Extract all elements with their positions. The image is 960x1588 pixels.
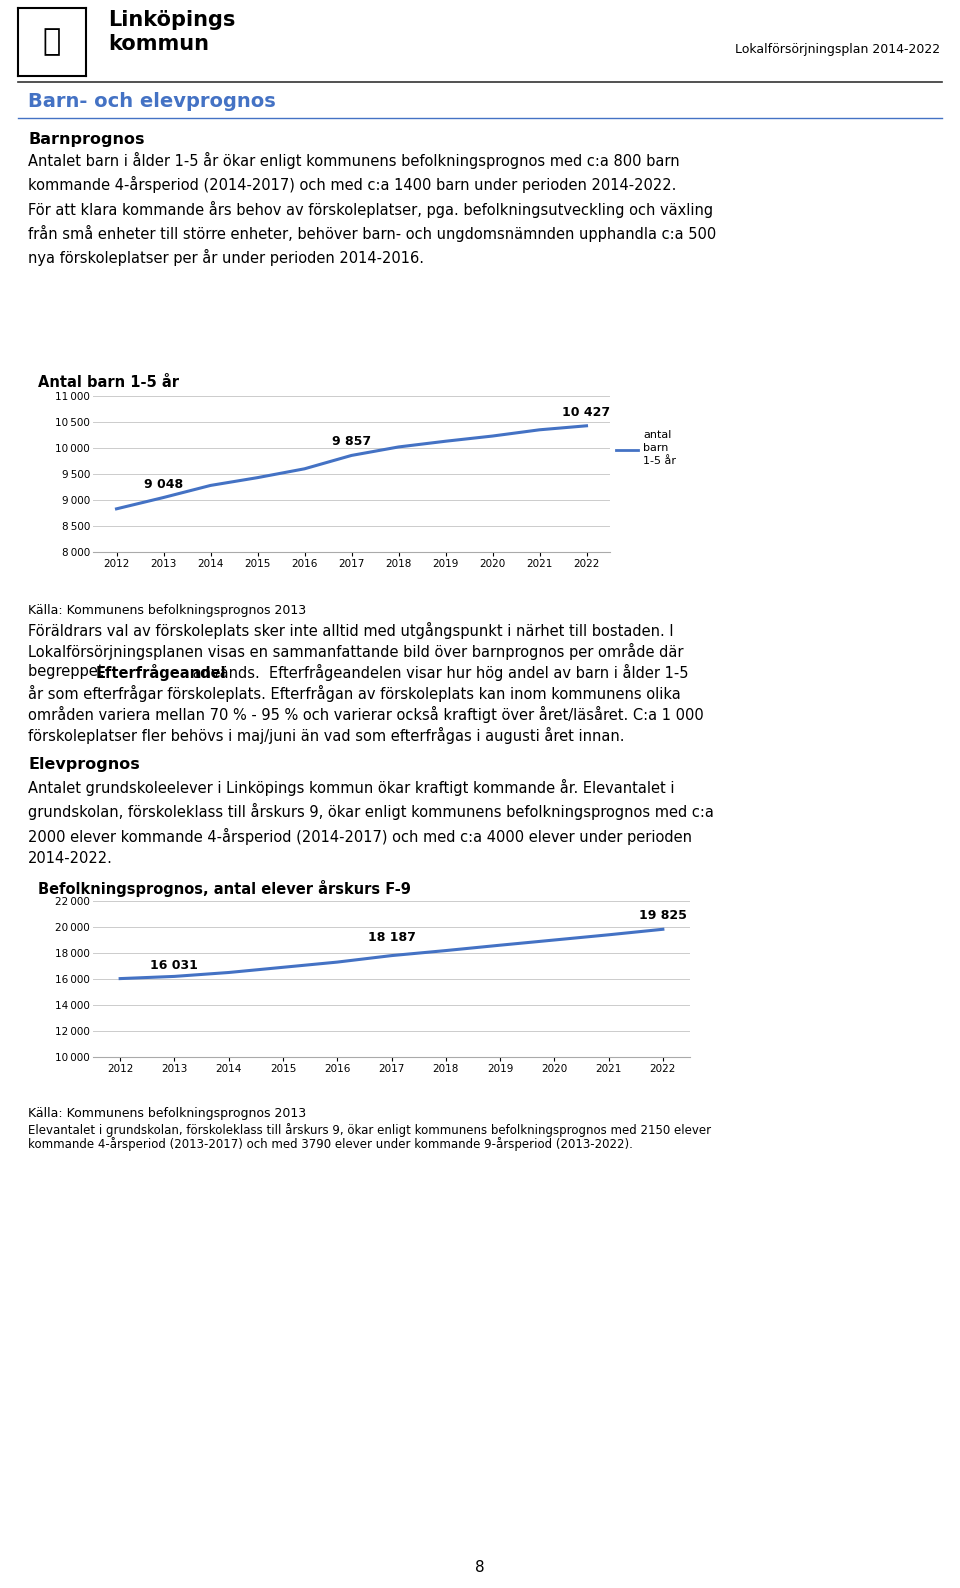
Text: Lokalförsörjningsplan 2014-2022: Lokalförsörjningsplan 2014-2022 [734,43,940,57]
Text: Elevprognos: Elevprognos [28,757,140,772]
Text: Barnprognos: Barnprognos [28,132,145,148]
Text: Barn- och elevprognos: Barn- och elevprognos [28,92,276,111]
Text: 9 048: 9 048 [144,478,183,491]
Text: 18 187: 18 187 [368,931,416,943]
Text: Elevantalet i grundskolan, förskoleklass till årskurs 9, ökar enligt kommunens b: Elevantalet i grundskolan, förskoleklass… [28,1123,711,1137]
Text: Föräldrars val av förskoleplats sker inte alltid med utgångspunkt i närhet till : Föräldrars val av förskoleplats sker int… [28,622,674,638]
Text: Antalet grundskoleelever i Linköpings kommun ökar kraftigt kommande år. Elevanta: Antalet grundskoleelever i Linköpings ko… [28,780,714,865]
Text: Källa: Kommunens befolkningsprognos 2013: Källa: Kommunens befolkningsprognos 2013 [28,1107,306,1120]
Text: kommande 4-årsperiod (2013-2017) och med 3790 elever under kommande 9-årsperiod : kommande 4-årsperiod (2013-2017) och med… [28,1137,633,1151]
Text: Lokalförsörjningsplanen visas en sammanfattande bild över barnprognos per område: Lokalförsörjningsplanen visas en sammanf… [28,643,684,661]
Text: år som efterfrågar förskoleplats. Efterfrågan av förskoleplats kan inom kommunen: år som efterfrågar förskoleplats. Efterf… [28,684,681,702]
Text: Befolkningsprognos, antal elever årskurs F-9: Befolkningsprognos, antal elever årskurs… [38,880,411,897]
Text: 19 825: 19 825 [639,910,686,923]
Text: används.  Efterfrågeandelen visar hur hög andel av barn i ålder 1-5: används. Efterfrågeandelen visar hur hög… [188,664,688,681]
Text: Efterfrågeandel: Efterfrågeandel [96,664,227,681]
Text: antal
barn
1-5 år: antal barn 1-5 år [643,430,676,465]
Text: 16 031: 16 031 [151,959,199,972]
Text: begreppet: begreppet [28,664,108,680]
Text: 9 857: 9 857 [332,435,372,448]
Text: Antal barn 1-5 år: Antal barn 1-5 år [38,375,180,389]
Text: förskoleplatser fler behövs i maj/juni än vad som efterfrågas i augusti året inn: förskoleplatser fler behövs i maj/juni ä… [28,727,625,745]
Text: 8: 8 [475,1561,485,1575]
Text: områden variera mellan 70 % - 95 % och varierar också kraftigt över året/läsåret: områden variera mellan 70 % - 95 % och v… [28,707,704,723]
Text: Antalet barn i ålder 1-5 år ökar enligt kommunens befolkningsprognos med c:a 800: Antalet barn i ålder 1-5 år ökar enligt … [28,152,716,267]
Text: 🦁: 🦁 [43,27,61,57]
Text: Linköpings
kommun: Linköpings kommun [108,10,235,54]
Text: 10 427: 10 427 [563,407,611,419]
Text: Källa: Kommunens befolkningsprognos 2013: Källa: Kommunens befolkningsprognos 2013 [28,603,306,618]
